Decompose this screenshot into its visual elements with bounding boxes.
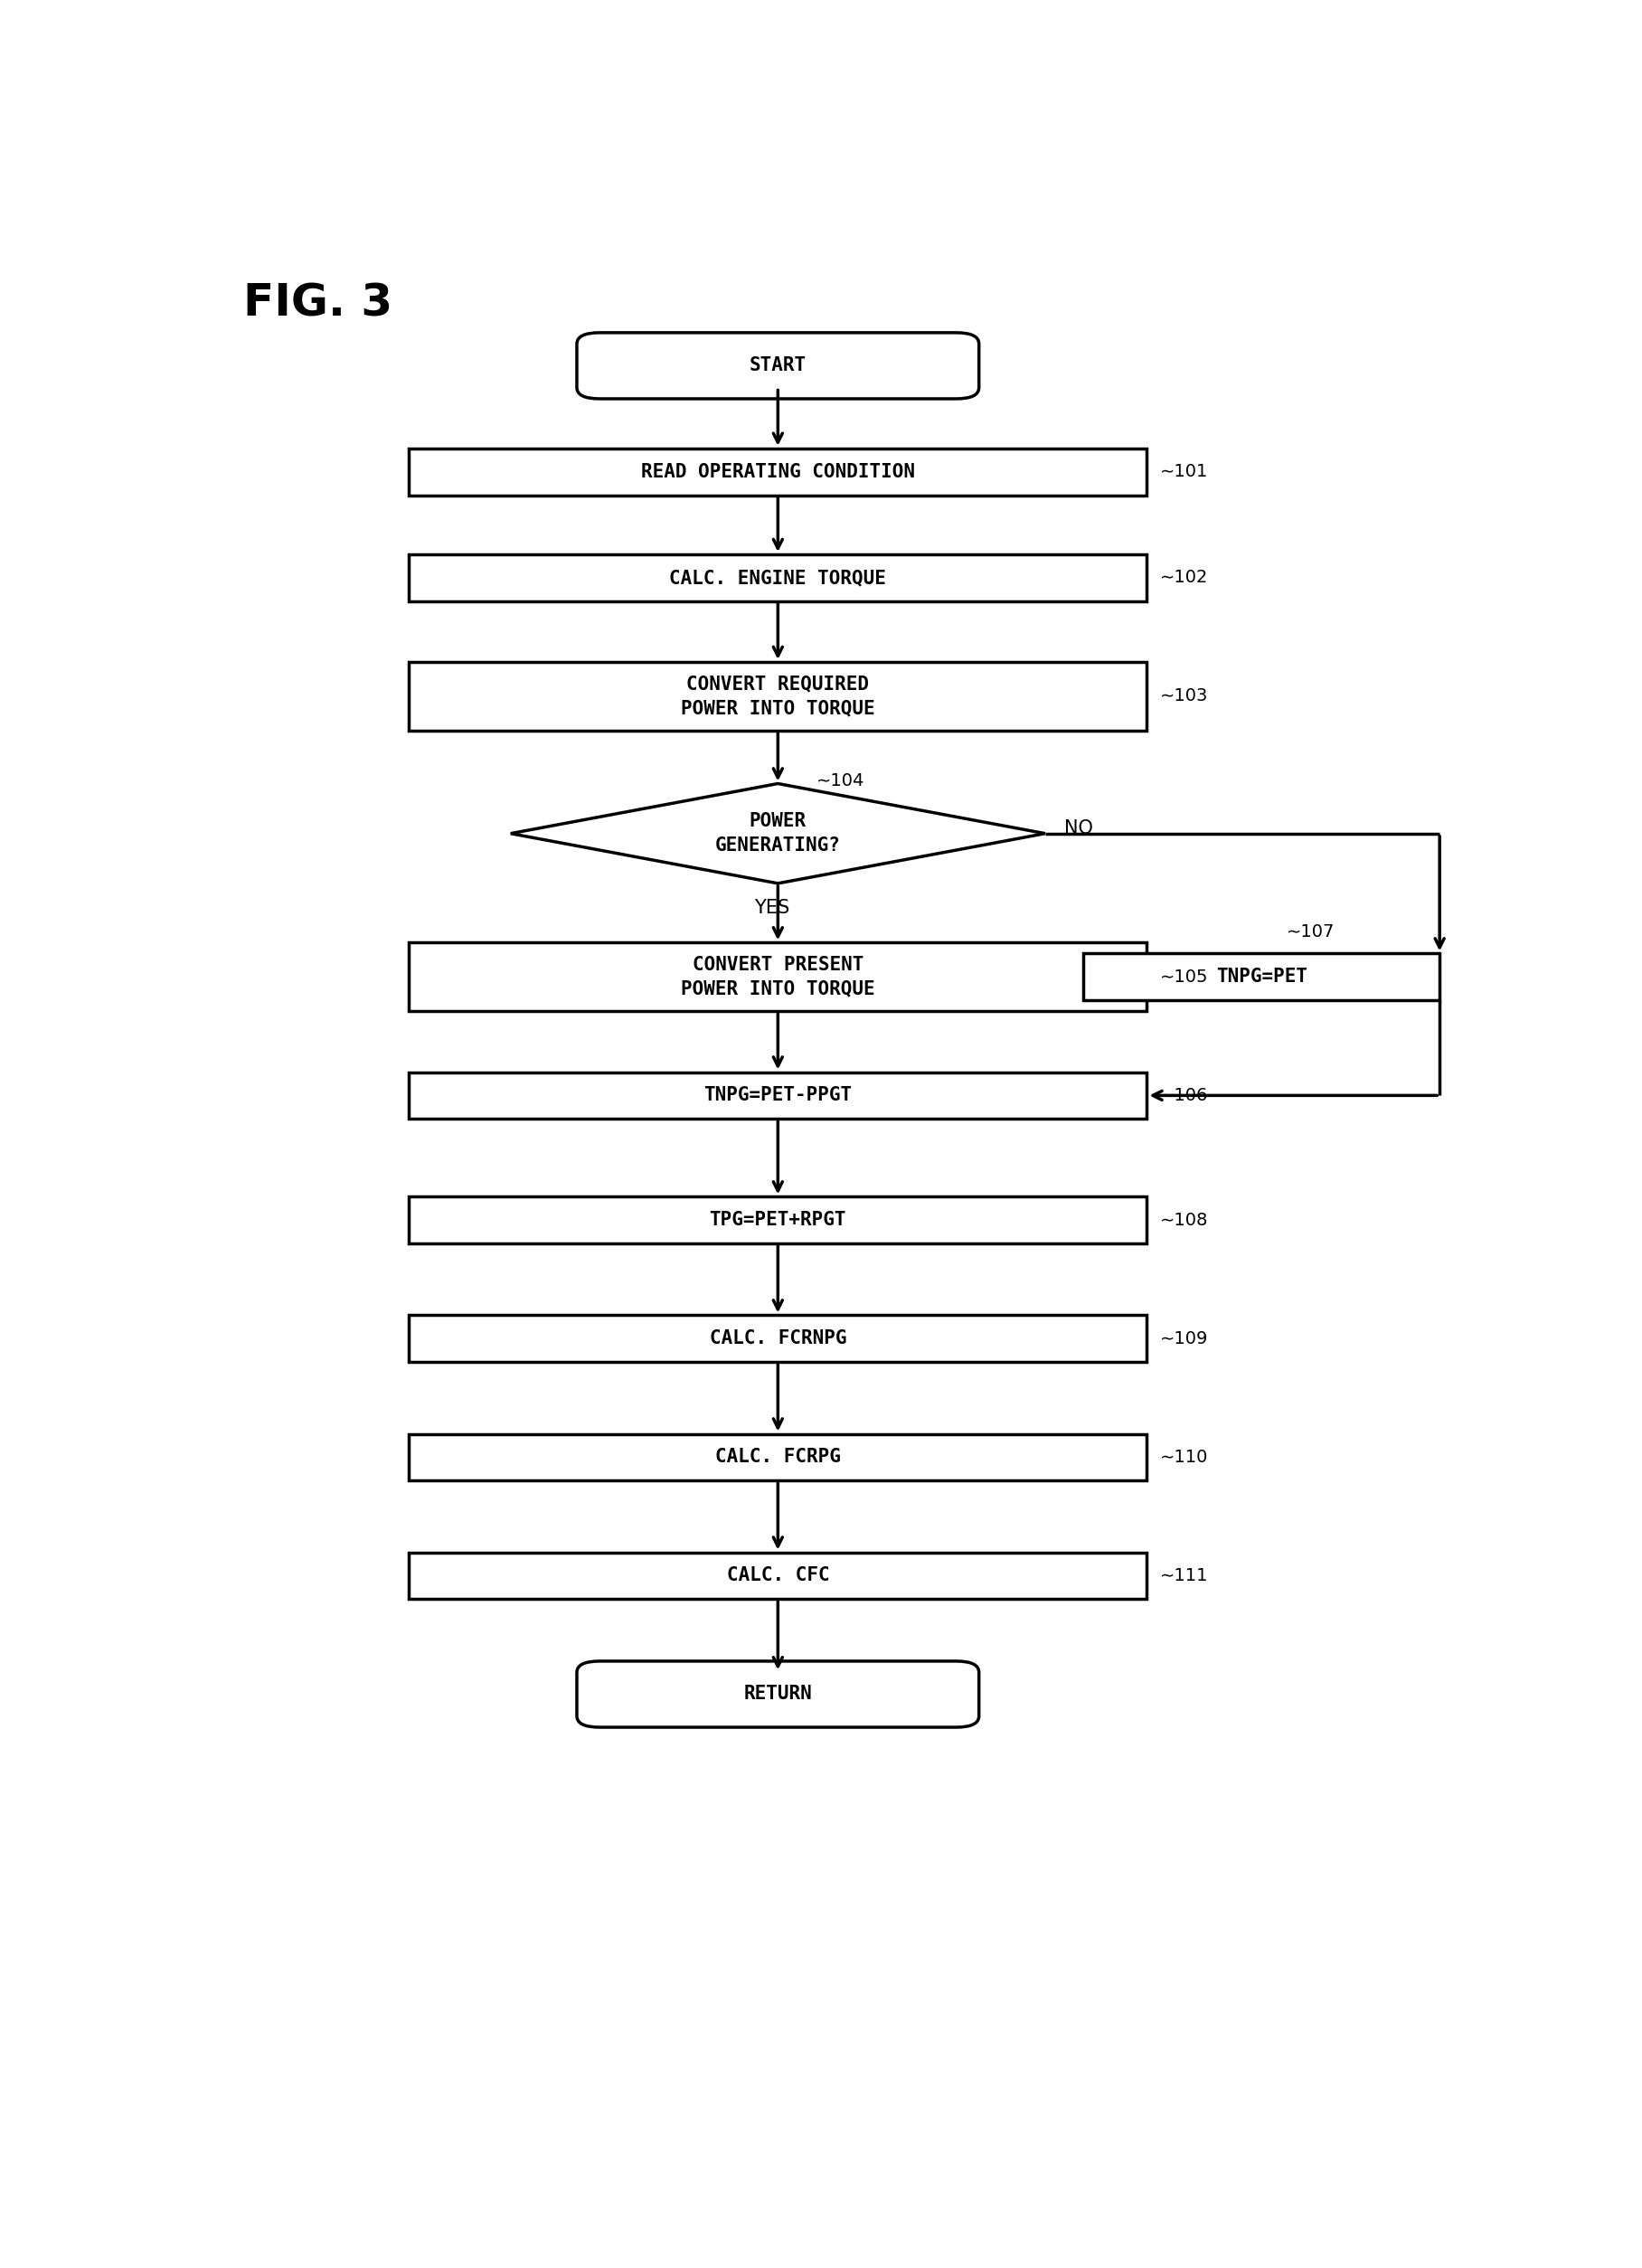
Text: ∼110: ∼110 (1159, 1449, 1209, 1465)
Text: ∼111: ∼111 (1159, 1567, 1209, 1585)
Text: FIG. 3: FIG. 3 (243, 281, 392, 324)
Bar (409, 943, 1148, 1012)
Text: POWER
GENERATING?: POWER GENERATING? (716, 812, 841, 855)
Text: ∼109: ∼109 (1159, 1329, 1209, 1347)
Text: ∼102: ∼102 (1159, 569, 1209, 587)
Text: TNPG=PET: TNPG=PET (1215, 968, 1307, 987)
Bar (409, 1551, 1148, 1599)
Bar (409, 553, 1148, 601)
FancyBboxPatch shape (576, 333, 979, 399)
Bar (409, 1315, 1148, 1363)
Text: CONVERT PRESENT
POWER INTO TORQUE: CONVERT PRESENT POWER INTO TORQUE (681, 955, 875, 998)
Bar (409, 1198, 1148, 1243)
Text: ∼104: ∼104 (816, 771, 864, 789)
Text: YES: YES (754, 898, 790, 916)
Text: ∼108: ∼108 (1159, 1211, 1209, 1229)
Bar (1084, 953, 1440, 1000)
Text: CONVERT REQUIRED
POWER INTO TORQUE: CONVERT REQUIRED POWER INTO TORQUE (681, 676, 875, 717)
Text: ∼107: ∼107 (1287, 923, 1335, 941)
Text: TPG=PET+RPGT: TPG=PET+RPGT (709, 1211, 846, 1229)
Text: NO: NO (1064, 819, 1094, 837)
Text: CALC. FCRNPG: CALC. FCRNPG (709, 1329, 846, 1347)
Bar (409, 449, 1148, 494)
Bar (409, 662, 1148, 730)
Text: CALC. FCRPG: CALC. FCRPG (716, 1449, 841, 1465)
Text: ∼106: ∼106 (1159, 1086, 1209, 1105)
Text: ∼105: ∼105 (1159, 968, 1209, 987)
Text: START: START (749, 356, 806, 374)
Bar (409, 1433, 1148, 1481)
Text: READ OPERATING CONDITION: READ OPERATING CONDITION (640, 463, 915, 481)
Text: TNPG=PET-PPGT: TNPG=PET-PPGT (704, 1086, 852, 1105)
Bar (409, 1073, 1148, 1118)
FancyBboxPatch shape (576, 1660, 979, 1728)
Text: ∼103: ∼103 (1159, 687, 1209, 705)
Text: CALC. CFC: CALC. CFC (726, 1567, 829, 1585)
Text: RETURN: RETURN (744, 1685, 813, 1703)
Text: ∼101: ∼101 (1159, 463, 1209, 481)
Polygon shape (511, 785, 1046, 885)
Text: CALC. ENGINE TORQUE: CALC. ENGINE TORQUE (670, 569, 887, 587)
